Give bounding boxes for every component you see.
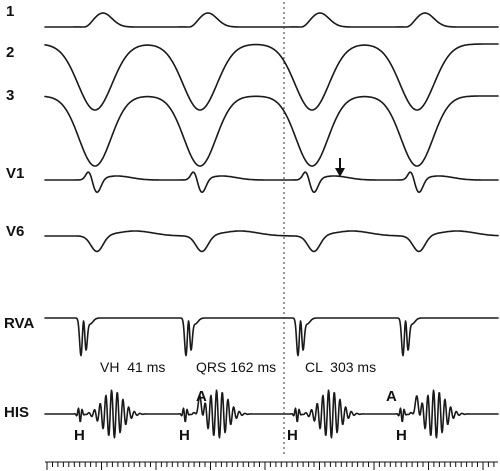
lead-rva-label: RVA [4,315,34,332]
lead-1-label: 1 [6,3,14,20]
lead-2-label: 2 [6,44,14,61]
rva-trace [44,317,499,357]
h-marker-2: H [179,427,190,444]
lead-1-trace [44,12,499,28]
lead-2-trace [44,43,499,111]
lead-3-label: 3 [6,87,14,104]
vh-measurement: VH 41 ms [100,359,165,375]
lead-v6-label: V6 [6,223,24,240]
h-marker-3: H [287,427,298,444]
lead-v1-trace [44,171,499,194]
qrs-measurement: QRS 162 ms [196,359,276,375]
a-marker-2: A [386,388,397,405]
cl-measurement: CL 303 ms [305,359,376,375]
lead-v1-label: V1 [6,165,24,182]
his-trace [44,389,499,439]
lead-3-trace [44,95,499,167]
down-arrow-icon [335,158,345,177]
a-marker-1: A [196,388,207,405]
h-marker-1: H [74,427,85,444]
time-ruler-ticks [46,462,495,470]
lead-his-label: HIS [4,404,29,421]
lead-v6-trace [44,230,499,253]
h-marker-4: H [396,427,407,444]
